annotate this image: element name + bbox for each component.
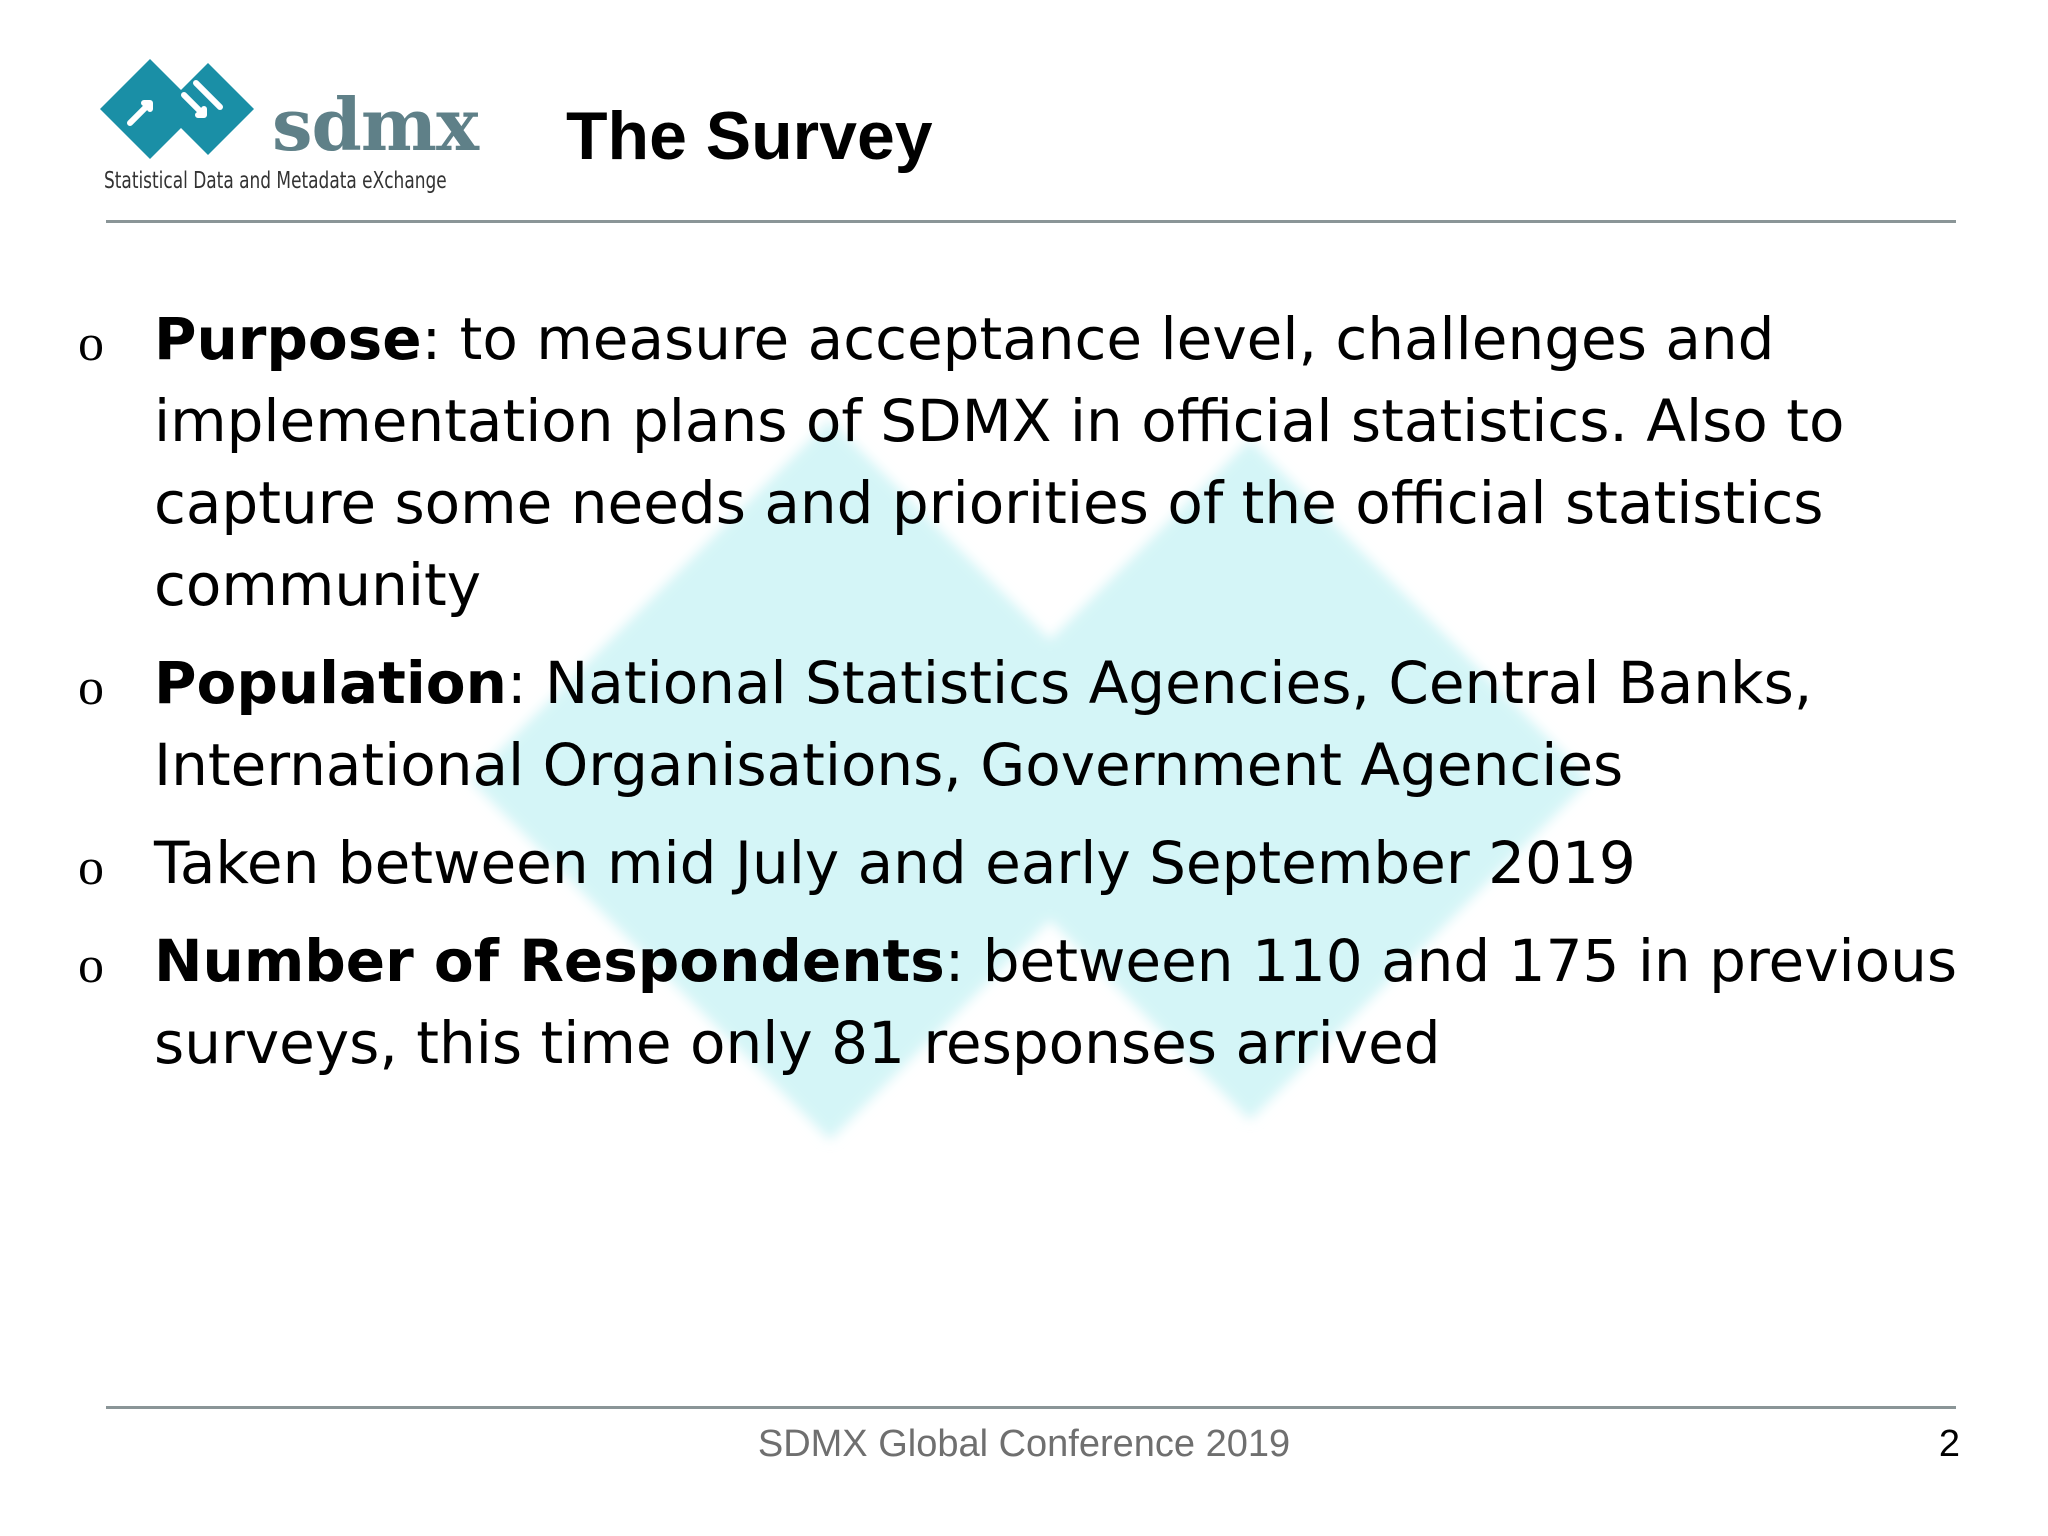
bullet-text: : to measure acceptance level, challenge… xyxy=(154,305,1845,619)
bullet-respondents: o Number of Respondents: between 110 and… xyxy=(72,920,2022,1084)
slide-title: The Survey xyxy=(566,98,933,174)
footer-divider xyxy=(106,1406,1956,1409)
sdmx-watermark-icon xyxy=(470,420,1590,1140)
bullet-label: Number of Respondents xyxy=(154,927,945,995)
bullet-text: : between 110 and 175 in previous survey… xyxy=(154,927,1958,1077)
footer-conference-label: SDMX Global Conference 2019 xyxy=(757,1423,1291,1465)
sdmx-logo: sdmx Statistical Data and Metadata eXcha… xyxy=(100,55,480,205)
bullet-text: Taken between mid July and early Septemb… xyxy=(154,829,1636,897)
page-number: 2 xyxy=(1938,1423,1960,1465)
logo-wordmark: sdmx xyxy=(272,82,479,167)
bullet-marker: o xyxy=(78,937,104,994)
logo-tagline: Statistical Data and Metadata eXchange xyxy=(104,168,447,194)
bullet-population: o Population: National Statistics Agenci… xyxy=(72,642,2022,806)
sdmx-logo-icon xyxy=(100,59,254,159)
bullet-marker: o xyxy=(78,659,104,716)
bullet-text: : National Statistics Agencies, Central … xyxy=(154,649,1813,799)
bullet-timing: o Taken between mid July and early Septe… xyxy=(72,822,2022,904)
header-divider xyxy=(106,220,1956,223)
bullet-marker: o xyxy=(78,839,104,896)
bullet-label: Purpose xyxy=(154,305,422,373)
bullet-label: Population xyxy=(154,649,507,717)
bullet-marker: o xyxy=(78,315,104,372)
bullet-purpose: o Purpose: to measure acceptance level, … xyxy=(72,298,2022,626)
bullet-list: o Purpose: to measure acceptance level, … xyxy=(72,298,2022,1100)
